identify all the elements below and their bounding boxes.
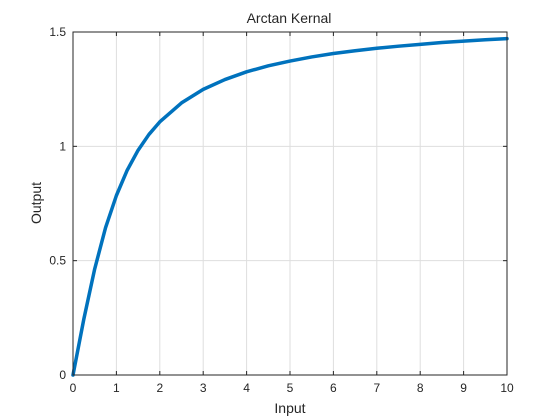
x-tick-label-1: 1 [113, 381, 120, 395]
ticks: 0 1 2 3 4 5 6 7 8 9 10 0 0.5 1 1.5 [49, 25, 514, 395]
series-layer [71, 36, 509, 377]
x-tick-label-2: 2 [156, 381, 163, 395]
y-axis-label: Output [28, 182, 44, 224]
y-tick-label-2: 1 [59, 139, 66, 153]
x-tick-label-7: 7 [373, 381, 380, 395]
x-tick-label-3: 3 [200, 381, 207, 395]
x-tick-label-5: 5 [287, 381, 294, 395]
series-line-arctan [71, 36, 509, 377]
x-tick-label-10: 10 [500, 381, 514, 395]
x-axis-label: Input [274, 400, 305, 416]
x-tick-label-4: 4 [243, 381, 250, 395]
x-tick-label-9: 9 [460, 381, 467, 395]
chart-title: Arctan Kernal [247, 10, 332, 26]
x-tick-label-6: 6 [330, 381, 337, 395]
x-tick-label-8: 8 [417, 381, 424, 395]
y-tick-label-1: 0.5 [49, 254, 66, 268]
y-tick-label-3: 1.5 [49, 25, 66, 39]
y-tick-label-0: 0 [59, 368, 66, 382]
x-tick-label-0: 0 [70, 381, 77, 395]
